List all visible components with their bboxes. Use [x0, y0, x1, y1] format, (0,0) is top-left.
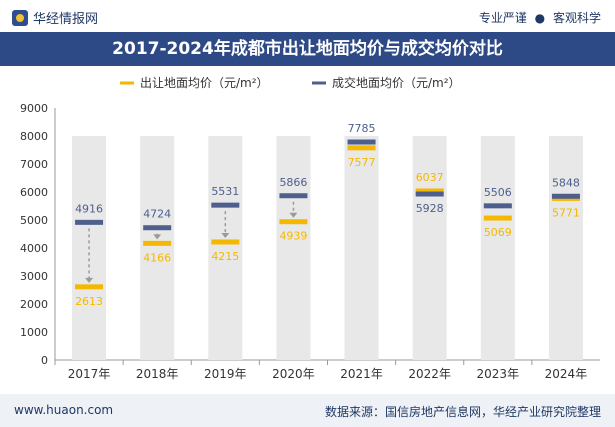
- supply-marker: [415, 188, 444, 194]
- y-tick-label: 8000: [20, 130, 48, 143]
- supply-marker: [279, 219, 308, 225]
- x-tick-label: 2021年: [340, 367, 383, 381]
- deal-data-label: 7785: [348, 122, 376, 135]
- category-column: [276, 136, 311, 360]
- deal-data-label: 5848: [552, 176, 580, 189]
- deal-marker: [211, 202, 240, 208]
- footer-site[interactable]: www.huaon.com: [14, 403, 114, 417]
- supply-marker: [211, 239, 240, 245]
- supply-data-label: 5771: [552, 206, 580, 219]
- gap-arrow-head: [289, 212, 298, 218]
- supply-marker: [143, 240, 172, 246]
- category-column: [548, 136, 583, 360]
- gap-arrow-head: [85, 277, 94, 283]
- deal-marker: [75, 219, 104, 225]
- brand-logo-icon: [12, 9, 28, 26]
- y-tick-label: 4000: [20, 242, 48, 255]
- deal-marker: [483, 203, 512, 209]
- supply-marker: [75, 284, 104, 290]
- y-tick-label: 0: [41, 354, 48, 367]
- deal-marker: [551, 193, 580, 199]
- supply-marker: [483, 215, 512, 221]
- category-column: [344, 136, 379, 360]
- supply-data-label: 4166: [143, 251, 171, 264]
- deal-marker: [279, 193, 308, 199]
- brand-name: 华经情报网: [33, 12, 99, 27]
- supply-data-label: 6037: [416, 171, 444, 184]
- y-tick-label: 9000: [20, 102, 48, 115]
- gap-arrow-head: [221, 232, 230, 238]
- y-tick-label: 1000: [20, 326, 48, 339]
- deal-data-label: 5506: [484, 186, 512, 199]
- deal-data-label: 5866: [279, 176, 307, 189]
- footer-source: 数据来源：国信房地产信息网，华经产业研究院整理: [324, 405, 601, 419]
- gap-arrow-head: [153, 234, 162, 240]
- tagline-left: 专业严谨: [478, 11, 527, 25]
- chart: 出让地面均价（元/m²） 成交地面均价（元/m²） 0 1000 2000 3000 400…: [20, 75, 600, 381]
- supply-data-label: 4215: [211, 250, 239, 263]
- supply-marker: [347, 145, 376, 151]
- deal-data-label: 5928: [416, 202, 444, 215]
- tagline-right: 客观科学: [552, 11, 601, 25]
- y-tick-label: 3000: [20, 270, 48, 283]
- category-column: [412, 136, 447, 360]
- supply-data-label: 2613: [75, 295, 103, 308]
- y-tick-label: 5000: [20, 214, 48, 227]
- supply-data-label: 5069: [484, 226, 512, 239]
- x-tick-label: 2017年: [68, 367, 111, 381]
- x-tick-label: 2018年: [136, 367, 179, 381]
- title-bar: 2017-2024年成都市出让地面均价与成交均价对比: [0, 32, 615, 66]
- y-tick-label: 7000: [20, 158, 48, 171]
- y-tick-label: 6000: [20, 186, 48, 199]
- category-column: [480, 136, 515, 360]
- deal-data-label: 4724: [143, 208, 171, 221]
- x-tick-label: 2023年: [477, 367, 520, 381]
- deal-marker: [143, 225, 172, 231]
- y-tick-label: 2000: [20, 298, 48, 311]
- deal-marker: [415, 191, 444, 197]
- x-tick-label: 2020年: [272, 367, 315, 381]
- legend-label-2: 成交地面均价（元/m²）: [332, 75, 461, 90]
- tagline-separator: ●: [534, 11, 546, 25]
- tagline: 专业严谨 ● 客观科学: [479, 9, 601, 26]
- deal-data-label: 5531: [211, 185, 239, 198]
- supply-data-label: 7577: [348, 156, 376, 169]
- deal-data-label: 4916: [75, 202, 103, 215]
- x-tick-label: 2024年: [545, 367, 588, 381]
- legend-label-1: 出让地面均价（元/m²）: [140, 76, 269, 90]
- category-column: [208, 136, 243, 360]
- footer: www.huaon.com 数据来源：国信房地产信息网，华经产业研究院整理: [0, 394, 615, 427]
- deal-marker: [347, 139, 376, 145]
- x-tick-label: 2019年: [204, 367, 247, 381]
- x-tick-label: 2022年: [408, 367, 451, 381]
- brand: 华经情报网: [12, 8, 98, 27]
- chart-title: 2017-2024年成都市出让地面均价与成交均价对比: [112, 39, 503, 59]
- supply-data-label: 4939: [279, 230, 307, 243]
- category-column: [140, 136, 175, 360]
- top-bar: 华经情报网 专业严谨 ● 客观科学: [0, 0, 615, 32]
